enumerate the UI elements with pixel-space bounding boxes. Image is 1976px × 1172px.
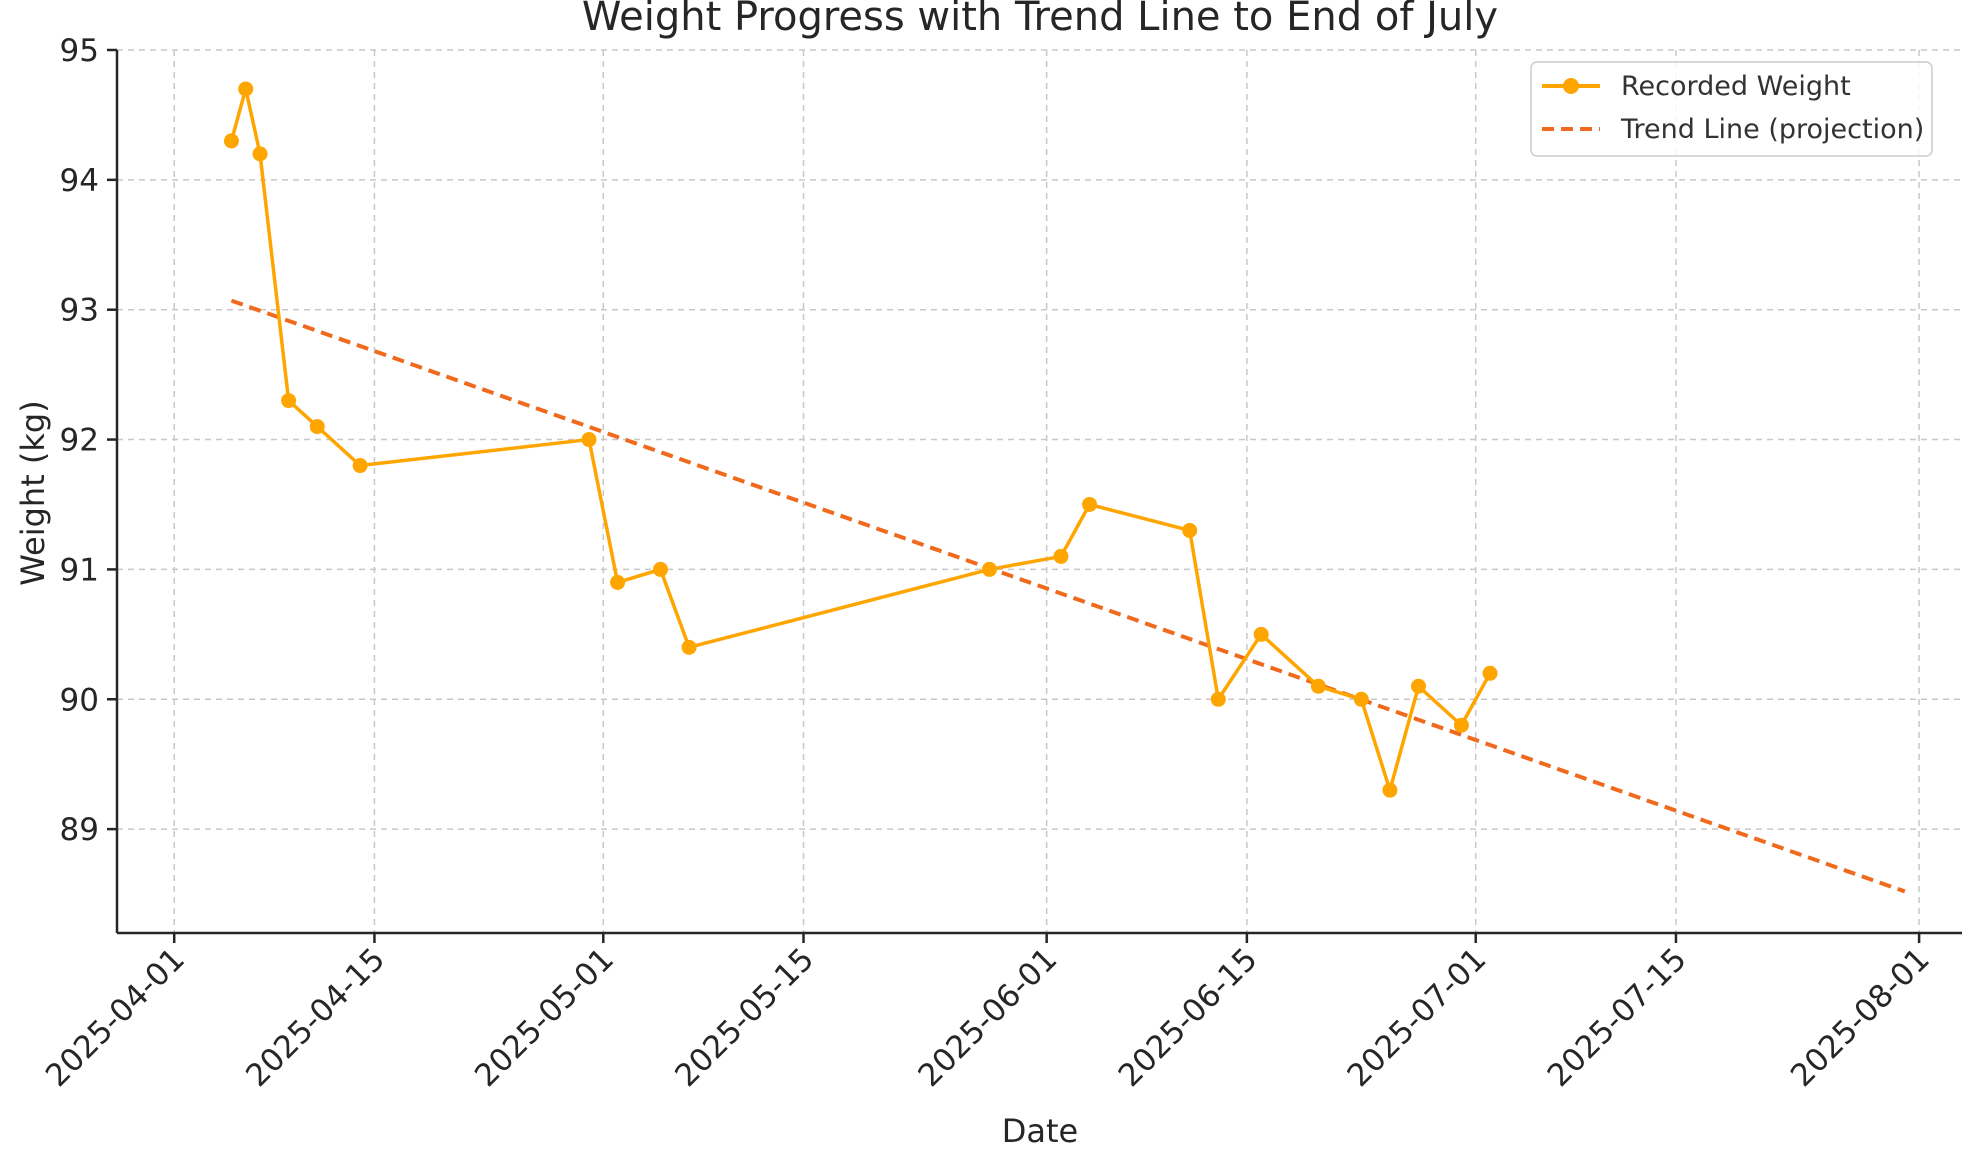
legend-label-trend: Trend Line (projection) (1620, 114, 1924, 145)
y-tick-label: 93 (60, 293, 99, 329)
recorded-weight-point (1182, 522, 1198, 538)
x-tick-label: 2025-07-01 (1341, 941, 1494, 1094)
chart-title: Weight Progress with Trend Line to End o… (582, 0, 1498, 40)
recorded-weight-point (1411, 678, 1427, 694)
recorded-weight-point (1382, 782, 1398, 798)
y-tick-label: 91 (60, 552, 99, 588)
x-tick-label: 2025-06-15 (1112, 941, 1265, 1094)
recorded-weight-line (229, 87, 1492, 792)
recorded-weight-point (1453, 717, 1469, 733)
axes-layer: 2025-04-01 2025-04-15 2025-05-01 2025-05-15… (39, 33, 1962, 1094)
y-tick-label: 94 (60, 163, 99, 199)
trend-line (230, 298, 1906, 894)
x-tick-label: 2025-04-15 (239, 941, 392, 1094)
y-tick-label: 95 (60, 33, 99, 69)
grid-layer (117, 49, 1962, 933)
recorded-weight-point (1482, 665, 1498, 681)
legend: Recorded Weight Trend Line (projection) (1530, 61, 1933, 157)
y-tick-label: 90 (60, 682, 99, 718)
recorded-weight-point (309, 419, 325, 435)
x-tick-label: 2025-06-01 (911, 941, 1064, 1094)
recorded-weight-point (1082, 496, 1098, 512)
recorded-weight-point (1353, 691, 1369, 707)
y-tick-label: 89 (60, 812, 99, 848)
recorded-weight-point (223, 133, 239, 149)
recorded-weight-point (581, 432, 597, 448)
x-axis-label: Date (1002, 1112, 1078, 1150)
y-tick-label: 92 (60, 423, 99, 459)
x-tick-label: 2025-08-01 (1784, 941, 1937, 1094)
legend-label-recorded: Recorded Weight (1621, 71, 1851, 102)
recorded-weight-point (281, 393, 297, 409)
x-tick-label: 2025-04-01 (39, 941, 192, 1094)
recorded-weight-point (252, 146, 268, 162)
recorded-weight-point (652, 561, 668, 577)
x-tick-label: 2025-05-01 (468, 941, 621, 1094)
recorded-weight-point (238, 81, 254, 97)
series-layer (223, 81, 1906, 894)
x-tick-label: 2025-05-15 (668, 941, 821, 1094)
recorded-weight-point (981, 561, 997, 577)
x-tick-label: 2025-07-15 (1541, 941, 1694, 1094)
recorded-weight-point (1053, 548, 1069, 564)
legend-marker-recorded (1563, 78, 1579, 94)
recorded-weight-point (1210, 691, 1226, 707)
recorded-weight-point (352, 458, 368, 474)
legend-frame (1530, 61, 1933, 157)
recorded-weight-point (1310, 678, 1326, 694)
recorded-weight-point (610, 574, 626, 590)
recorded-weight-point (1253, 626, 1269, 642)
y-axis-label: Weight (kg) (14, 400, 52, 585)
recorded-weight-point (681, 639, 697, 655)
